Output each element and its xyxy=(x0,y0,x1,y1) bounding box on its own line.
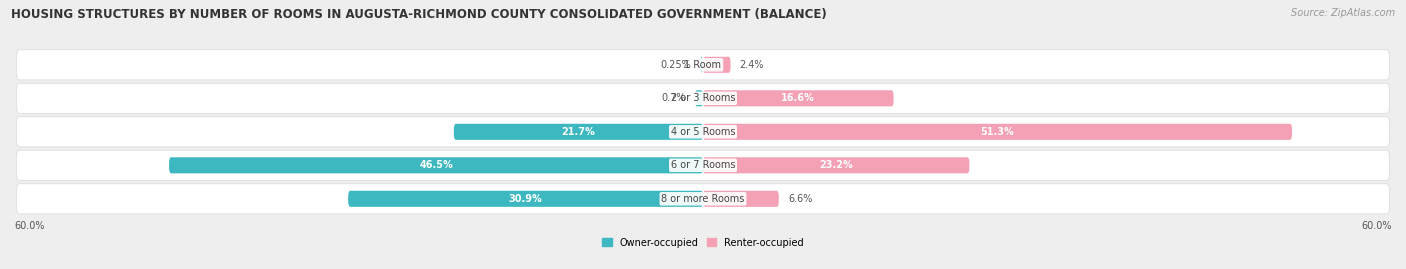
Text: 2 or 3 Rooms: 2 or 3 Rooms xyxy=(671,93,735,103)
Legend: Owner-occupied, Renter-occupied: Owner-occupied, Renter-occupied xyxy=(602,238,804,248)
Text: 0.7%: 0.7% xyxy=(661,93,686,103)
FancyBboxPatch shape xyxy=(700,57,703,73)
FancyBboxPatch shape xyxy=(703,191,779,207)
Text: 51.3%: 51.3% xyxy=(980,127,1014,137)
FancyBboxPatch shape xyxy=(17,83,1389,114)
Text: 46.5%: 46.5% xyxy=(419,160,453,170)
FancyBboxPatch shape xyxy=(703,124,1292,140)
FancyBboxPatch shape xyxy=(169,157,703,173)
Text: 6.6%: 6.6% xyxy=(787,194,813,204)
Text: 16.6%: 16.6% xyxy=(782,93,815,103)
FancyBboxPatch shape xyxy=(703,57,731,73)
FancyBboxPatch shape xyxy=(17,50,1389,80)
Text: 21.7%: 21.7% xyxy=(561,127,595,137)
Text: Source: ZipAtlas.com: Source: ZipAtlas.com xyxy=(1291,8,1395,18)
Text: 30.9%: 30.9% xyxy=(509,194,543,204)
Text: 0.25%: 0.25% xyxy=(661,60,690,70)
FancyBboxPatch shape xyxy=(17,150,1389,180)
Text: 6 or 7 Rooms: 6 or 7 Rooms xyxy=(671,160,735,170)
FancyBboxPatch shape xyxy=(695,90,703,106)
FancyBboxPatch shape xyxy=(349,191,703,207)
FancyBboxPatch shape xyxy=(17,184,1389,214)
FancyBboxPatch shape xyxy=(703,90,894,106)
FancyBboxPatch shape xyxy=(17,117,1389,147)
Text: HOUSING STRUCTURES BY NUMBER OF ROOMS IN AUGUSTA-RICHMOND COUNTY CONSOLIDATED GO: HOUSING STRUCTURES BY NUMBER OF ROOMS IN… xyxy=(11,8,827,21)
Text: 60.0%: 60.0% xyxy=(14,221,45,231)
Text: 8 or more Rooms: 8 or more Rooms xyxy=(661,194,745,204)
Text: 60.0%: 60.0% xyxy=(1361,221,1392,231)
FancyBboxPatch shape xyxy=(703,157,969,173)
FancyBboxPatch shape xyxy=(454,124,703,140)
Text: 23.2%: 23.2% xyxy=(820,160,853,170)
Text: 4 or 5 Rooms: 4 or 5 Rooms xyxy=(671,127,735,137)
Text: 1 Room: 1 Room xyxy=(685,60,721,70)
Text: 2.4%: 2.4% xyxy=(740,60,765,70)
